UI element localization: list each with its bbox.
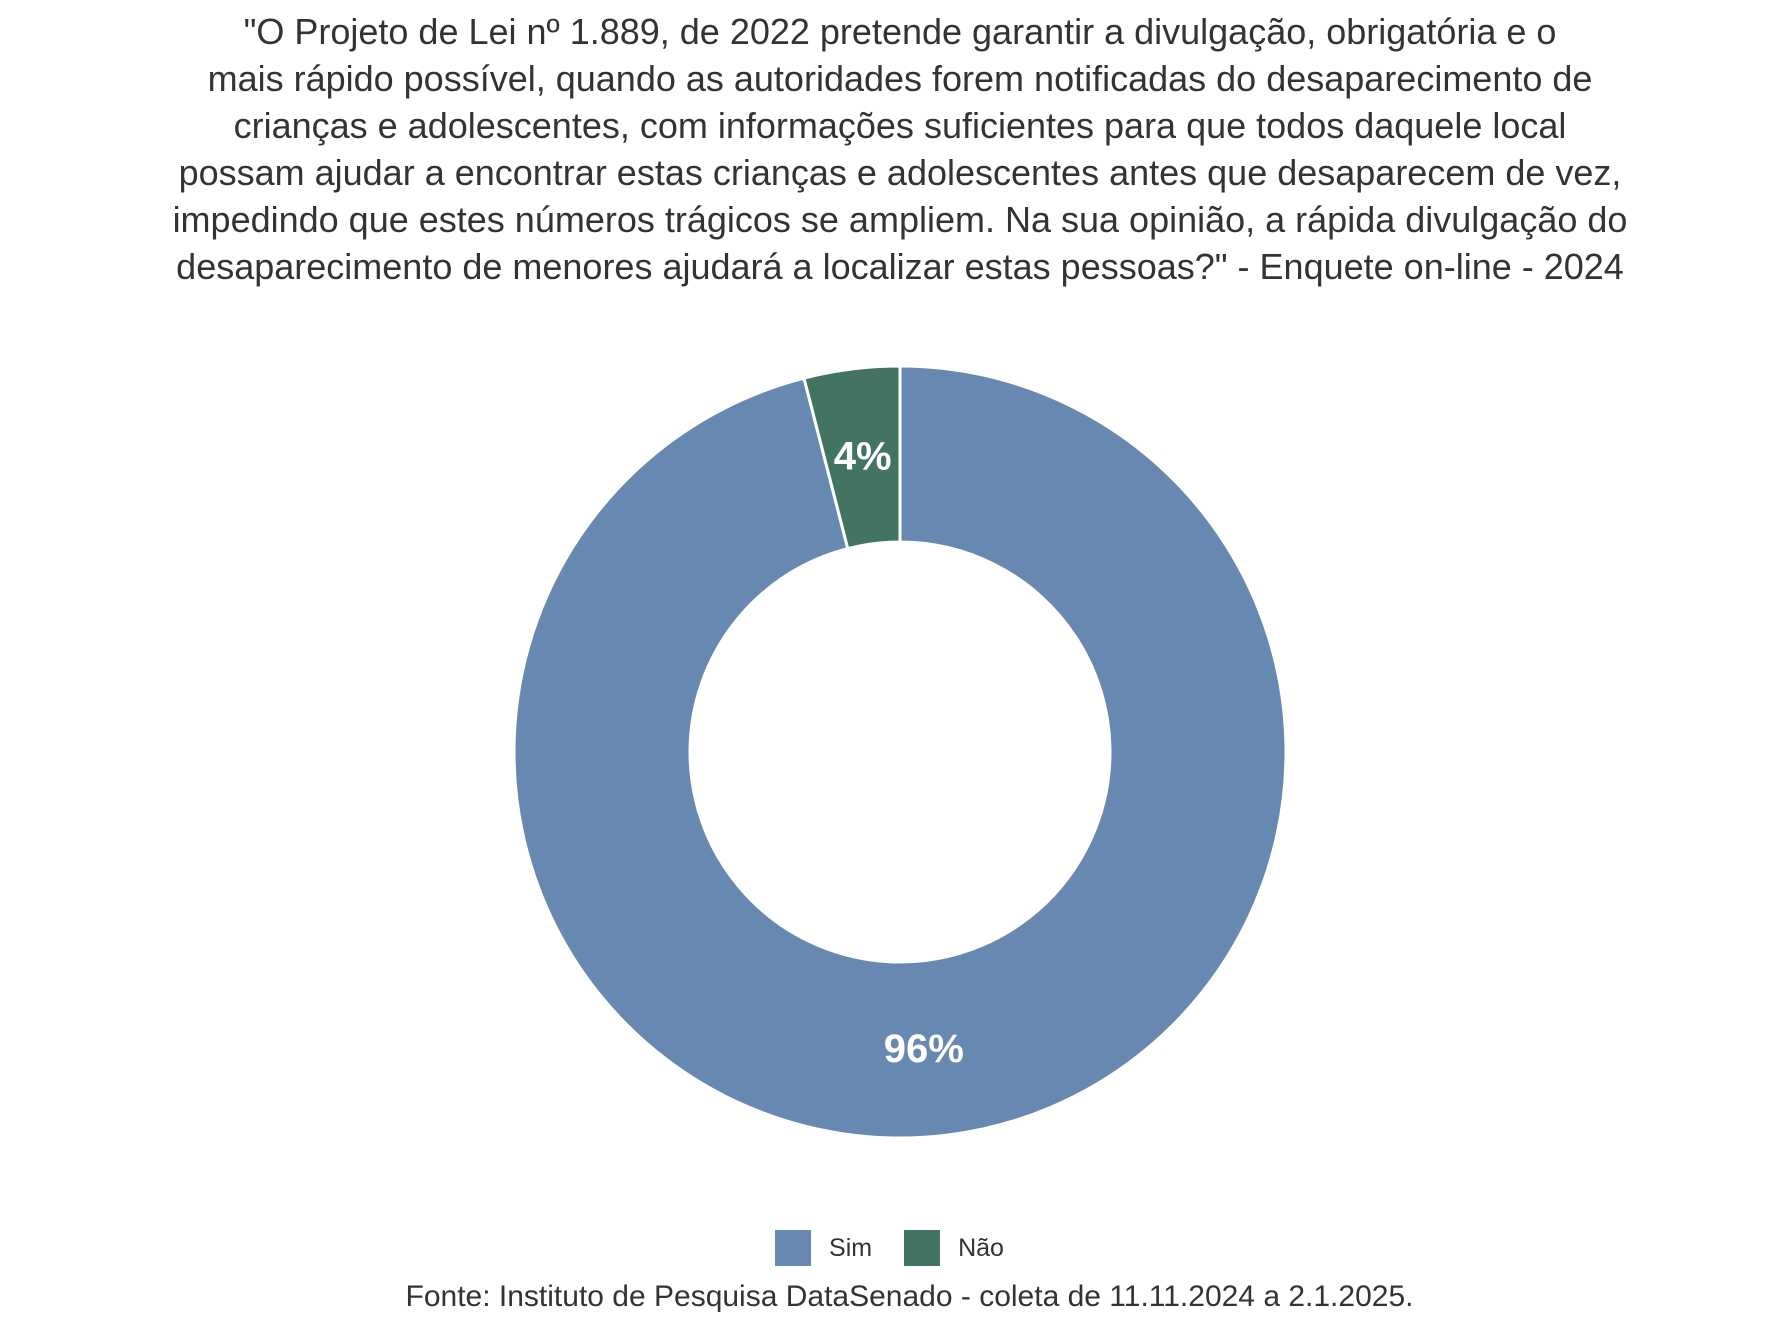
donut-slice-sim [512, 364, 1288, 1140]
chart-legend: Sim Não [0, 1230, 1779, 1266]
legend-label-sim: Sim [829, 1233, 873, 1262]
source-note: Fonte: Instituto de Pesquisa DataSenado … [405, 1280, 1414, 1313]
slice-label-sim: 96% [884, 1027, 964, 1071]
slice-label-nao: 4% [834, 434, 892, 478]
donut-slice-nao [802, 364, 902, 551]
chart-title-line-5: impedindo que estes números trágicos se … [172, 199, 1628, 240]
chart-title-line-2: mais rápido possível, quando as autorida… [207, 58, 1593, 99]
chart-title-line-4: possam ajudar a encontrar estas crianças… [178, 152, 1622, 193]
chart-title-line-1: "O Projeto de Lei nº 1.889, de 2022 pret… [243, 11, 1557, 52]
legend-label-nao: Não [958, 1233, 1004, 1262]
legend-swatch-sim [775, 1230, 812, 1266]
chart-title: "O Projeto de Lei nº 1.889, de 2022 pret… [60, 8, 1740, 290]
chart-title-line-6: desaparecimento de menores ajudará a loc… [176, 246, 1624, 287]
legend-swatch-nao [904, 1230, 941, 1266]
chart-title-line-3: crianças e adolescentes, com informações… [233, 105, 1567, 146]
legend-item-nao: Não [904, 1230, 1004, 1266]
legend-item-sim: Sim [775, 1230, 872, 1266]
